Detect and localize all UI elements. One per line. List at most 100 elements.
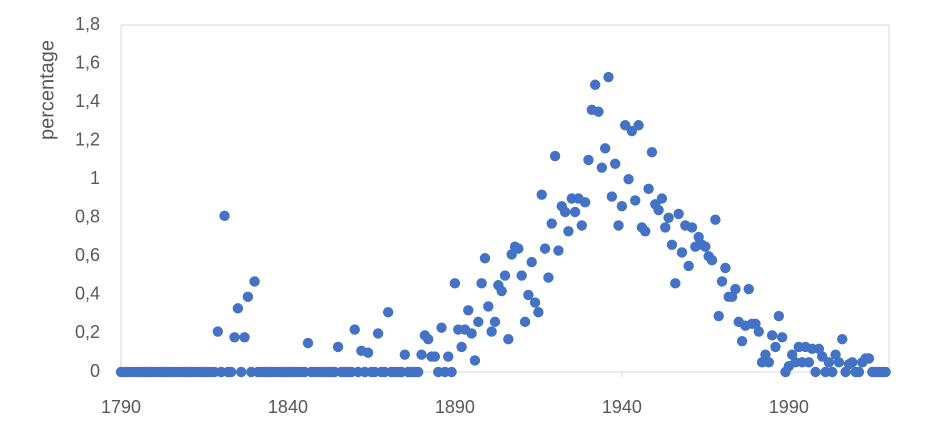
point <box>730 283 741 295</box>
point <box>362 347 374 358</box>
point <box>827 366 838 378</box>
point <box>546 218 557 229</box>
point <box>853 366 865 378</box>
point <box>382 307 394 318</box>
point <box>229 332 240 343</box>
point <box>446 366 457 378</box>
y-tick-label: 1,6 <box>75 52 100 72</box>
point <box>543 272 554 283</box>
point <box>466 328 477 339</box>
point <box>553 245 564 256</box>
point <box>763 357 774 368</box>
point <box>599 143 611 154</box>
point <box>563 226 574 237</box>
x-tick-label: 1940 <box>602 397 642 417</box>
point <box>349 324 360 335</box>
point <box>720 262 731 274</box>
point <box>847 357 858 368</box>
point <box>496 285 507 297</box>
point <box>232 303 244 314</box>
point <box>479 253 491 264</box>
point <box>603 71 614 83</box>
y-tick-label: 0,8 <box>75 207 100 227</box>
point <box>676 247 688 258</box>
point <box>609 158 621 169</box>
point <box>660 222 671 233</box>
point <box>513 243 524 254</box>
y-tick-label: 1 <box>90 168 100 188</box>
point <box>736 335 748 347</box>
y-tick-label: 0,4 <box>75 284 100 304</box>
point <box>810 366 821 378</box>
point <box>489 316 501 328</box>
point <box>623 174 634 185</box>
point <box>416 349 427 360</box>
point <box>332 341 344 353</box>
point <box>499 270 511 281</box>
point <box>399 349 411 360</box>
point <box>579 197 591 208</box>
point <box>436 322 447 333</box>
y-tick-label: 0,2 <box>75 322 100 342</box>
point <box>583 154 594 166</box>
point <box>673 208 684 220</box>
point <box>606 191 618 202</box>
point <box>449 278 461 289</box>
point <box>473 316 484 328</box>
point <box>463 305 474 316</box>
point <box>700 241 711 252</box>
point <box>516 270 527 281</box>
point <box>713 310 724 322</box>
point <box>236 366 247 378</box>
point <box>773 310 785 322</box>
point <box>536 189 547 200</box>
point <box>219 210 230 222</box>
point <box>716 276 728 287</box>
point <box>653 204 664 216</box>
point <box>469 355 481 366</box>
y-tick-label: 0 <box>90 361 100 381</box>
x-tick-label: 1840 <box>268 397 308 417</box>
point <box>823 357 835 368</box>
point <box>576 220 587 231</box>
point <box>549 150 561 162</box>
point <box>476 278 487 289</box>
point <box>589 79 601 90</box>
point <box>663 212 674 223</box>
point <box>456 341 467 353</box>
point <box>640 226 651 237</box>
point <box>753 326 764 337</box>
point <box>633 120 644 131</box>
y-tick-label: 1,4 <box>75 91 100 111</box>
point <box>526 256 537 268</box>
point <box>743 283 754 295</box>
point <box>483 301 494 312</box>
point <box>646 147 658 158</box>
point <box>423 334 434 345</box>
point <box>863 353 875 364</box>
y-tick-label: 0,6 <box>75 245 100 265</box>
point <box>443 351 454 362</box>
point <box>212 326 224 337</box>
y-axis-title: percentage <box>36 40 58 140</box>
point <box>770 341 781 353</box>
point <box>833 357 845 368</box>
point <box>429 351 441 362</box>
x-tick-label: 1890 <box>435 397 475 417</box>
point <box>803 357 815 368</box>
point <box>239 332 250 343</box>
point <box>519 316 531 328</box>
point <box>569 206 581 218</box>
point <box>533 307 544 318</box>
point <box>302 337 314 349</box>
point <box>643 183 654 195</box>
point <box>776 332 788 343</box>
point <box>225 366 237 378</box>
point <box>503 334 514 345</box>
point <box>630 195 641 206</box>
point <box>683 260 694 272</box>
point <box>559 206 571 218</box>
y-tick-label: 1,2 <box>75 129 100 149</box>
